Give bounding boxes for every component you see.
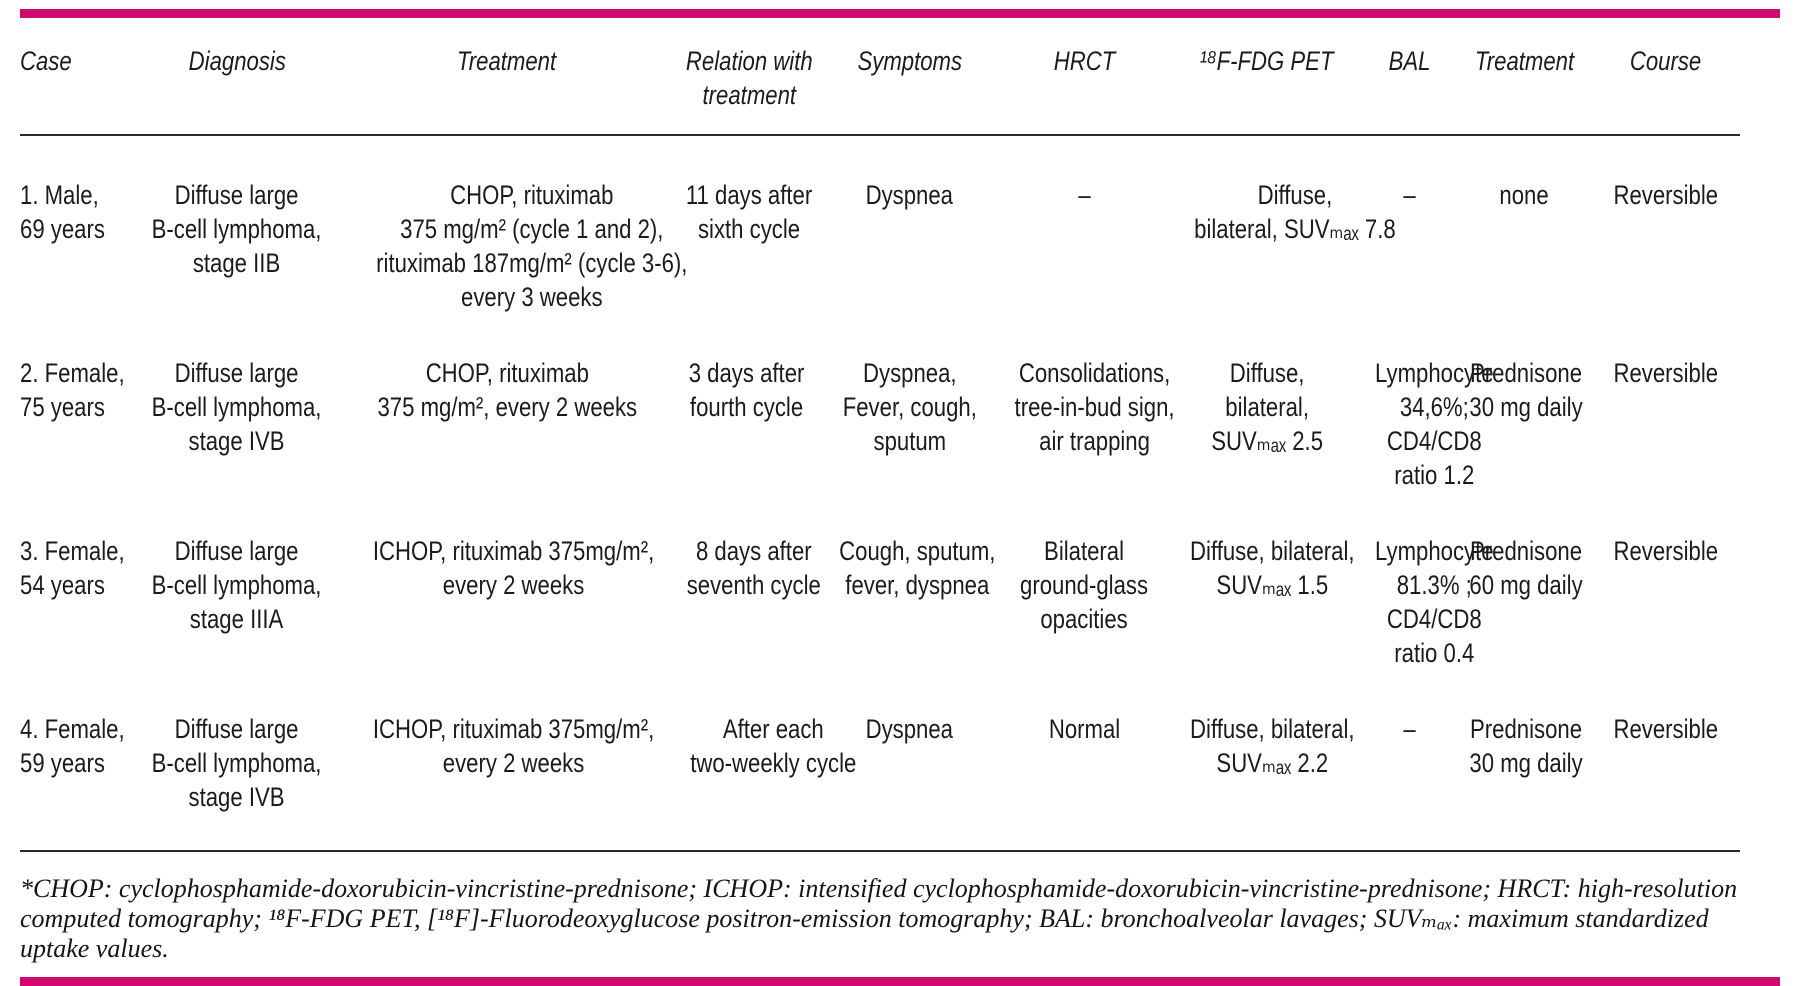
row3-diagnosis-cell: Diffuse large B-cell lymphoma, stage III… <box>152 536 322 634</box>
row1-treatment-cell: CHOP, rituximab 375 mg/m² (cycle 1 and 2… <box>376 180 688 312</box>
row3-case-cell: 3. Female, 54 years <box>20 536 125 600</box>
row2-diagnosis-cell: Diffuse large B-cell lymphoma, stage IVB <box>152 358 322 456</box>
row4-symptoms-cell: Dyspnea <box>865 714 954 744</box>
row3-symptoms-cell: Cough, sputum, fever, dyspnea <box>839 536 996 600</box>
table-row: 2. Female, 75 years Diffuse large B-cell… <box>20 314 1740 492</box>
row4-treatment-cell: ICHOP, rituximab 375mg/m², every 2 weeks <box>372 714 655 778</box>
row1-pet-cell: Diffuse, bilateral, SUVₘₐₓ 7.8 <box>1194 180 1396 244</box>
row3-treatment-cell: ICHOP, rituximab 375mg/m², every 2 weeks <box>372 536 655 600</box>
header-case: Case <box>20 18 132 136</box>
header-course: Course <box>1592 18 1740 136</box>
bottom-accent-rule <box>20 977 1780 986</box>
row2-case-cell: 2. Female, 75 years <box>20 358 125 422</box>
row3-relation-cell: 8 days after seventh cycle <box>686 536 821 600</box>
row4-pet-cell: Diffuse, bilateral, SUVₘₐₓ 2.2 <box>1190 714 1355 778</box>
row2-hrct-cell: Consolidations, tree-in-bud sign, air tr… <box>1014 358 1175 456</box>
row2-relation-cell: 3 days after fourth cycle <box>689 358 805 422</box>
row3-pet-cell: Diffuse, bilateral, SUVₘₐₓ 1.5 <box>1190 536 1355 600</box>
header-treatment-2: Treatment <box>1457 18 1592 136</box>
row1-hrct-cell: – <box>1078 180 1091 210</box>
row4-hrct-cell: Normal <box>1048 714 1121 744</box>
row4-treatment2-cell: Prednisone 30 mg daily <box>1469 714 1583 778</box>
table-row: 1. Male, 69 years Diffuse large B-cell l… <box>20 135 1740 314</box>
header-diagnosis: Diagnosis <box>132 18 342 136</box>
header-treatment: Treatment <box>342 18 672 136</box>
row4-relation-cell: After each two-weekly cycle <box>690 714 857 778</box>
row2-bal-cell: Lymphocyte 34,6%; CD4/CD8 ratio 1.2 <box>1375 358 1494 490</box>
row4-case-cell: 4. Female, 59 years <box>20 714 125 778</box>
header-bal: BAL <box>1362 18 1457 136</box>
row1-symptoms-cell: Dyspnea <box>865 180 954 210</box>
row1-bal-cell: – <box>1403 180 1416 210</box>
row4-course-cell: Reversible <box>1613 714 1719 744</box>
row2-course-cell: Reversible <box>1613 358 1719 388</box>
row4-diagnosis-cell: Diffuse large B-cell lymphoma, stage IVB <box>152 714 322 812</box>
table-header-row: Case Diagnosis Treatment Relation with t… <box>20 18 1740 136</box>
top-accent-rule <box>20 9 1780 18</box>
row1-relation-cell: 11 days after sixth cycle <box>685 180 813 244</box>
row1-case-cell: 1. Male, 69 years <box>20 180 105 244</box>
row1-treatment2-cell: none <box>1499 180 1550 210</box>
header-fdg-pet: ¹⁸F-FDG PET <box>1172 18 1362 136</box>
row1-course-cell: Reversible <box>1613 180 1719 210</box>
row2-treatment-cell: CHOP, rituximab 375 mg/m², every 2 weeks <box>377 358 637 422</box>
row2-treatment2-cell: Prednisone 30 mg daily <box>1469 358 1583 422</box>
row3-hrct-cell: Bilateral ground-glass opacities <box>1020 536 1149 634</box>
row2-symptoms-cell: Dyspnea, Fever, cough, sputum <box>842 358 977 456</box>
table-page: Case Diagnosis Treatment Relation with t… <box>0 9 1800 986</box>
table-row: 3. Female, 54 years Diffuse large B-cell… <box>20 492 1740 670</box>
cases-table: Case Diagnosis Treatment Relation with t… <box>20 18 1740 852</box>
row3-course-cell: Reversible <box>1613 536 1719 566</box>
header-symptoms: Symptoms <box>822 18 997 136</box>
header-hrct: HRCT <box>997 18 1172 136</box>
row4-bal-cell: – <box>1403 714 1416 744</box>
table-row: 4. Female, 59 years Diffuse large B-cell… <box>20 670 1740 851</box>
table-footnote: *CHOP: cyclophosphamide-doxorubicin-vinc… <box>20 874 1738 963</box>
row3-treatment2-cell: Prednisone 60 mg daily <box>1469 536 1583 600</box>
row2-pet-cell: Diffuse, bilateral, SUVₘₐₓ 2.5 <box>1211 358 1323 456</box>
header-relation-with-treatment: Relation with treatment <box>672 18 822 136</box>
row3-bal-cell: Lymphocyte 81.3% ; CD4/CD8 ratio 0.4 <box>1375 536 1494 668</box>
row1-diagnosis-cell: Diffuse large B-cell lymphoma, stage IIB <box>152 180 322 278</box>
